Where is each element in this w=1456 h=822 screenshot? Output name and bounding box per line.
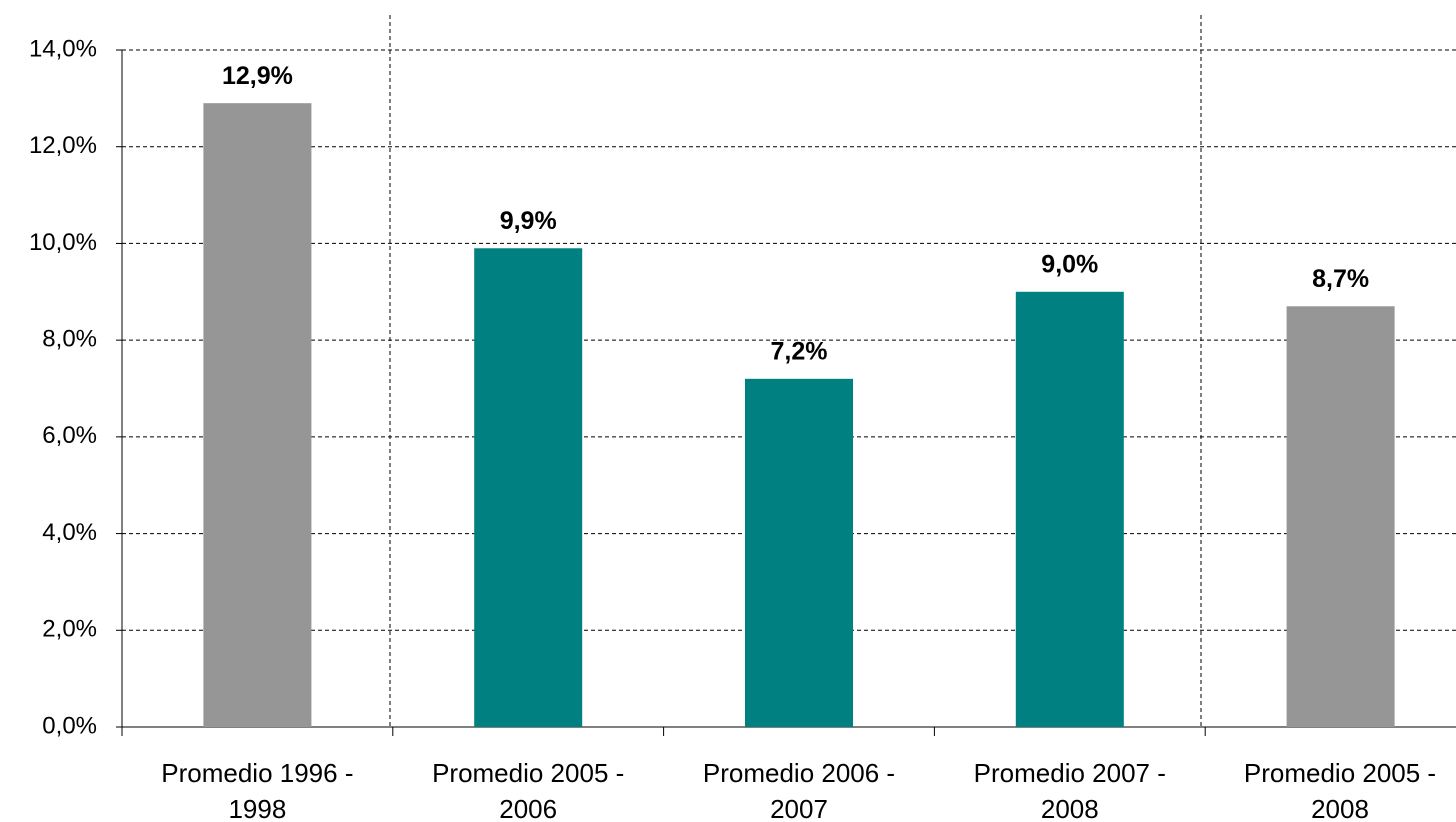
y-tick-label: 6,0% <box>42 422 97 449</box>
y-tick-label: 8,0% <box>42 325 97 352</box>
x-tick-label: Promedio 2005 - 2006 <box>432 758 625 822</box>
y-tick-label: 12,0% <box>29 132 97 159</box>
y-tick-label: 10,0% <box>29 229 97 256</box>
bar <box>203 103 312 727</box>
y-tick-label: 14,0% <box>29 35 97 62</box>
value-label: 9,9% <box>500 207 557 235</box>
bar <box>745 378 853 727</box>
x-tick-label: Promedio 1996 - 1998 <box>161 758 354 822</box>
x-tick-label: Promedio 2005 - 2008 <box>1243 758 1437 822</box>
bar <box>1286 306 1395 727</box>
y-tick-label: 0,0% <box>42 712 97 739</box>
value-label: 12,9% <box>222 62 293 90</box>
value-label: 7,2% <box>771 337 828 365</box>
x-tick-label: Promedio 2007 - 2008 <box>973 758 1166 822</box>
y-tick-label: 4,0% <box>42 519 97 546</box>
bar <box>1015 291 1124 727</box>
bar <box>474 248 583 727</box>
value-label: 8,7% <box>1312 265 1369 293</box>
value-label: 9,0% <box>1041 250 1098 278</box>
y-tick-label: 2,0% <box>42 616 97 643</box>
x-tick-label: Promedio 2006 - 2007 <box>702 758 896 822</box>
